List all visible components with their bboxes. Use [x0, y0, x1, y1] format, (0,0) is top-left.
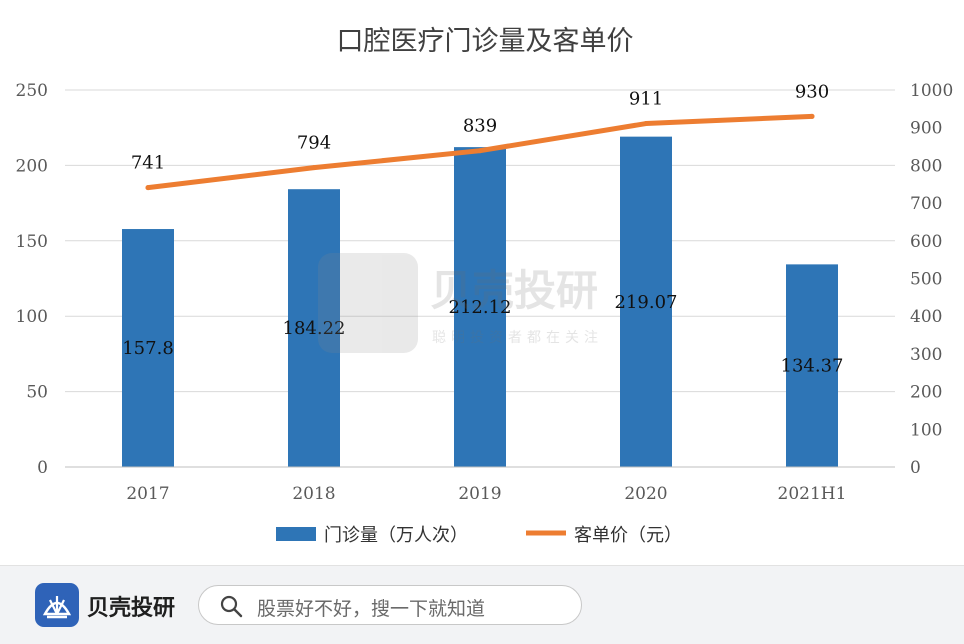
- bar: [786, 264, 838, 467]
- left-axis-tick: 250: [16, 81, 48, 101]
- left-axis-tick: 150: [16, 232, 48, 252]
- line-data-label: 794: [297, 133, 331, 154]
- watermark-logo-icon: [318, 253, 418, 353]
- x-axis-tick: 2017: [126, 484, 169, 504]
- right-axis-tick: 900: [910, 119, 942, 139]
- right-axis-tick: 800: [910, 156, 942, 176]
- right-axis-tick: 200: [910, 383, 942, 403]
- left-axis-tick: 0: [37, 458, 48, 478]
- line-series: 741 794 839 911 930: [131, 81, 829, 191]
- bar: [454, 147, 506, 467]
- line-point: [643, 121, 649, 127]
- line-data-label: 839: [463, 116, 497, 137]
- left-axis-tick: 200: [16, 156, 48, 176]
- right-axis-tick: 700: [910, 194, 942, 214]
- line-data-label: 741: [131, 153, 165, 174]
- left-axis-tick: 50: [26, 383, 48, 403]
- left-axis: 0 50 100 150 200 250: [16, 81, 48, 478]
- search-placeholder: 股票好不好，搜一下就知道: [257, 598, 486, 620]
- chart-title: 口腔医疗门诊量及客单价: [337, 26, 634, 57]
- watermark-brand: 贝壳投研: [430, 266, 598, 315]
- bar: [620, 136, 672, 467]
- bar-series: 157.8 184.22 212.12 219.07 134.37: [122, 136, 844, 468]
- legend-line-label: 客单价（元）: [574, 525, 682, 546]
- bar-data-label: 157.8: [122, 338, 174, 359]
- bar-data-label: 219.07: [615, 292, 678, 313]
- right-axis-tick: 600: [910, 232, 942, 252]
- legend-bar-label: 门诊量（万人次）: [324, 525, 468, 546]
- legend: 门诊量（万人次） 客单价（元）: [276, 525, 682, 546]
- bar: [122, 229, 174, 467]
- search-icon[interactable]: [219, 594, 243, 618]
- right-axis-tick: 100: [910, 420, 942, 440]
- x-axis-tick: 2019: [458, 484, 501, 504]
- x-axis-tick: 2020: [624, 484, 667, 504]
- x-axis-tick: 2018: [292, 484, 335, 504]
- bottom-bar: 贝壳投研 股票好不好，搜一下就知道: [0, 565, 964, 644]
- line-point: [311, 165, 317, 171]
- right-axis-tick: 500: [910, 270, 942, 290]
- line-data-label: 930: [795, 81, 829, 102]
- line-point: [477, 148, 483, 154]
- chart: 口腔医疗门诊量及客单价 0 50 100 150 200 250 0 100 200 300 40…: [16, 26, 954, 546]
- app-name: 贝壳投研: [87, 596, 176, 621]
- line-data-label: 911: [629, 89, 663, 110]
- line-point: [145, 185, 151, 191]
- line-point: [809, 113, 815, 119]
- legend-bar-swatch: [276, 527, 316, 541]
- watermark-slogan: 聪明投资者都在关注: [432, 330, 603, 346]
- bar-data-label: 184.22: [283, 318, 346, 339]
- right-axis-tick: 300: [910, 345, 942, 365]
- x-axis: 2017 2018 2019 2020 2021H1: [65, 466, 895, 504]
- right-axis-tick: 0: [910, 458, 921, 478]
- bar: [288, 189, 340, 468]
- watermark: 贝壳投研 聪明投资者都在关注: [318, 253, 603, 353]
- bar-data-label: 134.37: [781, 356, 844, 377]
- left-axis-tick: 100: [16, 307, 48, 327]
- chart-card: 口腔医疗门诊量及客单价 0 50 100 150 200 250 0 100 200 300 40…: [0, 0, 964, 565]
- x-axis-tick: 2021H1: [778, 484, 847, 504]
- search-input[interactable]: 股票好不好，搜一下就知道: [198, 585, 582, 625]
- right-axis-tick: 1000: [910, 81, 953, 101]
- shell-logo-icon: [35, 583, 79, 627]
- right-axis-tick: 400: [910, 307, 942, 327]
- right-axis: 0 100 200 300 400 500 600 700 800 900 1000: [910, 81, 953, 478]
- bar-data-label: 212.12: [449, 297, 512, 318]
